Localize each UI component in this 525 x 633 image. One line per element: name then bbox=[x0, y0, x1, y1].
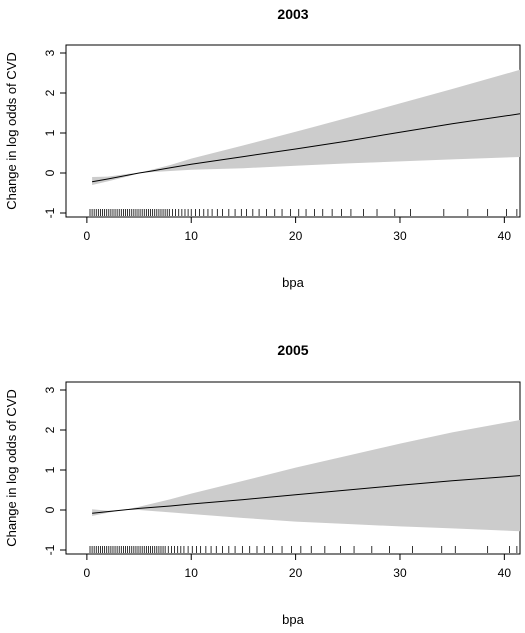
x-tick-label: 30 bbox=[393, 566, 407, 580]
band-layer bbox=[92, 69, 520, 185]
y-tick-label: -1 bbox=[43, 207, 57, 218]
y-tick-label: -1 bbox=[43, 544, 57, 555]
chart-title: 2005 bbox=[277, 342, 308, 358]
x-axis-label: bpa bbox=[282, 612, 304, 627]
x-tick-label: 0 bbox=[84, 566, 91, 580]
y-tick-label: 0 bbox=[43, 506, 57, 513]
line-layer bbox=[92, 475, 521, 514]
x-tick-label: 20 bbox=[289, 229, 303, 243]
fit-line bbox=[92, 475, 521, 514]
y-axis: -1 0 1 2 3 bbox=[43, 386, 66, 555]
rug-layer bbox=[89, 209, 518, 216]
confidence-band bbox=[92, 69, 520, 185]
panel-2003: 2003 0 10 20 30 40 -1 0 1 2 3 bpa Change in log … bbox=[4, 6, 521, 290]
x-axis-label: bpa bbox=[282, 275, 304, 290]
x-tick-label: 0 bbox=[84, 229, 91, 243]
x-tick-label: 40 bbox=[498, 566, 512, 580]
panel-2005: 2005 0 10 20 30 40 -1 0 1 2 3 bpa Change in log … bbox=[4, 342, 521, 627]
x-tick-label: 40 bbox=[498, 229, 512, 243]
line-layer bbox=[92, 113, 521, 183]
y-tick-label: 3 bbox=[43, 49, 57, 56]
x-tick-label: 20 bbox=[289, 566, 303, 580]
x-axis: 0 10 20 30 40 bbox=[84, 217, 512, 243]
y-tick-label: 1 bbox=[43, 129, 57, 136]
y-tick-label: 0 bbox=[43, 169, 57, 176]
x-tick-label: 10 bbox=[185, 566, 199, 580]
y-axis: -1 0 1 2 3 bbox=[43, 49, 66, 218]
y-tick-label: 3 bbox=[43, 386, 57, 393]
fit-line bbox=[92, 113, 521, 183]
x-tick-label: 30 bbox=[393, 229, 407, 243]
chart-title: 2003 bbox=[277, 6, 308, 22]
x-tick-label: 10 bbox=[185, 229, 199, 243]
y-tick-label: 2 bbox=[43, 89, 57, 96]
y-tick-label: 2 bbox=[43, 426, 57, 433]
y-axis-label: Change in log odds of CVD bbox=[4, 52, 19, 210]
y-axis-label: Change in log odds of CVD bbox=[4, 389, 19, 547]
band-layer bbox=[92, 420, 520, 532]
rug-layer bbox=[89, 546, 518, 553]
confidence-band bbox=[92, 420, 520, 532]
x-axis: 0 10 20 30 40 bbox=[84, 554, 512, 580]
y-tick-label: 1 bbox=[43, 466, 57, 473]
